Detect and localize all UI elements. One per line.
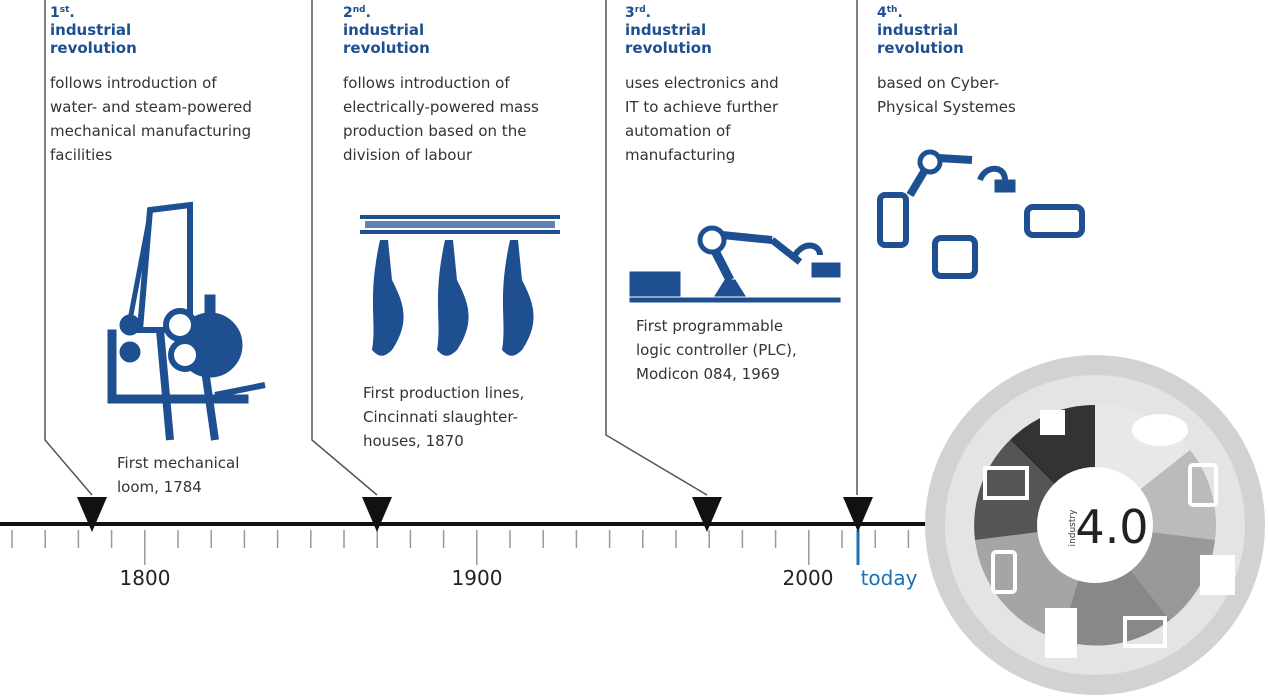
milestone-line: loom, 1784: [117, 475, 239, 499]
description-line: based on Cyber-: [877, 71, 1157, 95]
milestone: First production lines,Cincinnati slaugh…: [363, 381, 524, 453]
production-line-icon: [360, 215, 560, 356]
ordinal-suffix: rd: [635, 5, 646, 15]
marker: [843, 497, 873, 532]
ordinal: 2nd.: [343, 2, 623, 21]
description-line: manufacturing: [625, 143, 905, 167]
milestone-line: houses, 1870: [363, 429, 524, 453]
ordinal: 1st.: [50, 2, 330, 21]
description-line: production based on the: [343, 119, 623, 143]
description-line: follows introduction of: [343, 71, 623, 95]
revolution-label: industrial revolution: [877, 21, 977, 57]
description-line: uses electronics and: [625, 71, 905, 95]
ordinal-number: 1: [50, 5, 60, 21]
description-line: mechanical manufacturing: [50, 119, 330, 143]
ordinal: 4th.: [877, 2, 1157, 21]
description-line: automation of: [625, 119, 905, 143]
milestone-line: Modicon 084, 1969: [636, 362, 797, 386]
revolution-column: 4th.industrial revolution based on Cyber-…: [877, 2, 1157, 119]
marker: [692, 497, 722, 532]
description-line: water- and steam-powered: [50, 95, 330, 119]
revolution-label: industrial revolution: [625, 21, 725, 57]
axis-label: 1800: [120, 566, 171, 590]
marker: [362, 497, 392, 532]
ordinal: 3rd.: [625, 2, 905, 21]
revolution-label: industrial revolution: [343, 21, 443, 57]
ordinal-dot: .: [366, 5, 371, 21]
milestone-line: First production lines,: [363, 381, 524, 405]
milestone-line: First mechanical: [117, 451, 239, 475]
axis-label: today: [861, 566, 918, 590]
infographic: industry 4.0 1800 1900 2000 today 1st.in…: [0, 0, 1270, 699]
ordinal-number: 2: [343, 5, 353, 21]
robot-icon: [630, 228, 840, 302]
description: based on Cyber-Physical Systemes: [877, 71, 1157, 119]
ordinal-dot: .: [69, 5, 74, 21]
cps-icon: [880, 152, 1082, 276]
milestone-line: First programmable: [636, 314, 797, 338]
revolution-column: 2nd.industrial revolution follows introdu…: [343, 2, 623, 167]
ordinal-number: 3: [625, 5, 635, 21]
axis-label: 1900: [452, 566, 503, 590]
ordinal-suffix: th: [887, 5, 898, 15]
description-line: follows introduction of: [50, 71, 330, 95]
ordinal-dot: .: [646, 5, 651, 21]
description-line: Physical Systemes: [877, 95, 1157, 119]
badge-big: 4.0: [1075, 500, 1148, 554]
milestone-line: logic controller (PLC),: [636, 338, 797, 362]
revolution-column: 1st.industrial revolution follows introdu…: [50, 2, 330, 167]
description-line: facilities: [50, 143, 330, 167]
loom-icon: [108, 205, 265, 440]
ordinal-suffix: st: [60, 5, 70, 15]
marker: [77, 497, 107, 532]
ordinal-suffix: nd: [353, 5, 366, 15]
description-line: electrically-powered mass: [343, 95, 623, 119]
revolution-label: industrial revolution: [50, 21, 150, 57]
description-line: division of labour: [343, 143, 623, 167]
description-line: IT to achieve further: [625, 95, 905, 119]
ordinal-number: 4: [877, 5, 887, 21]
milestone-line: Cincinnati slaughter-: [363, 405, 524, 429]
ordinal-dot: .: [897, 5, 902, 21]
axis-label: 2000: [783, 566, 834, 590]
